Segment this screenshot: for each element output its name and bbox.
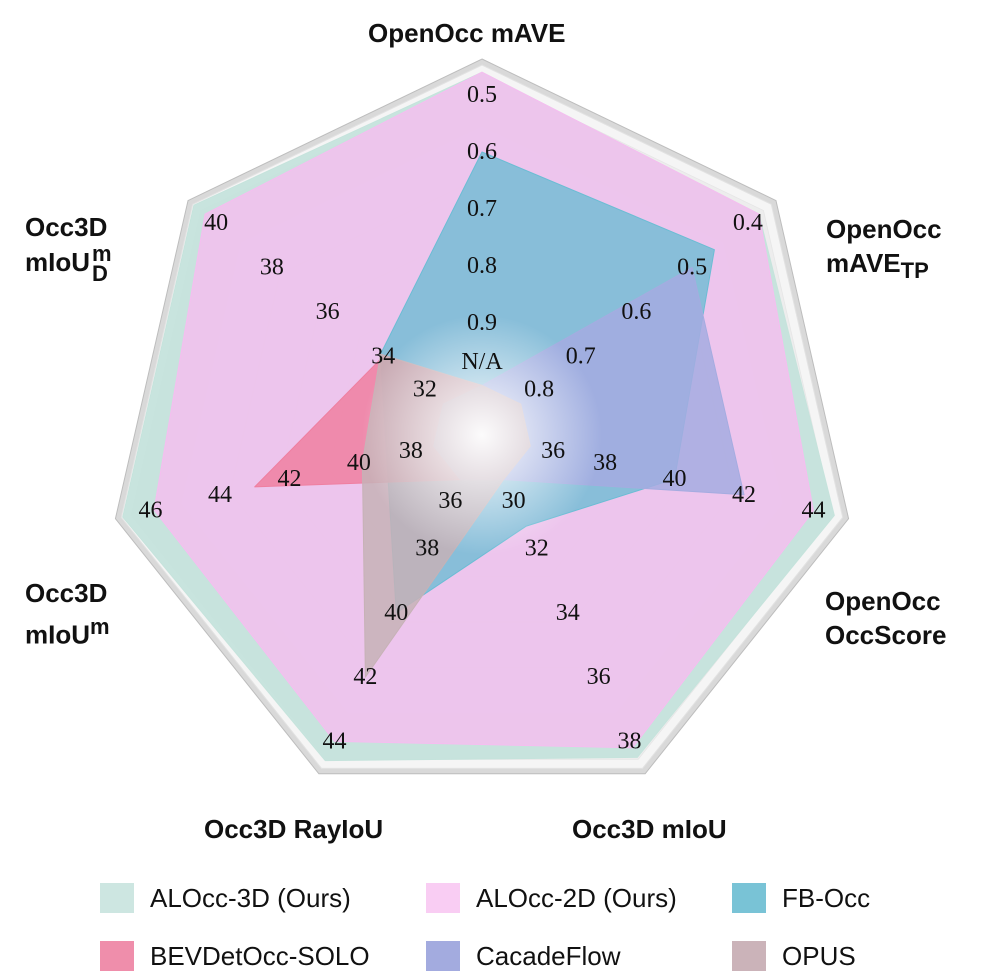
legend-item: FB-Occ bbox=[732, 878, 870, 918]
tick-label: 42 bbox=[277, 466, 301, 492]
tick-label: 34 bbox=[556, 600, 580, 626]
tick-label: 0.5 bbox=[677, 254, 707, 280]
legend-label: ALOcc-3D (Ours) bbox=[150, 882, 351, 913]
center-glow bbox=[362, 315, 602, 555]
axis-title-occ3d-miou-m: Occ3D mIoUm bbox=[25, 578, 110, 650]
tick-label: 38 bbox=[260, 254, 284, 280]
axis-title-occ3d-miou-d-m: Occ3D mIoU m D bbox=[25, 212, 112, 286]
tick-label: 46 bbox=[139, 498, 163, 524]
tick-label: 40 bbox=[384, 600, 408, 626]
axis-title-occ3d-miou: Occ3D mIoU bbox=[572, 814, 727, 844]
tick-label-center: 32 bbox=[413, 376, 437, 402]
tick-label-center: 30 bbox=[502, 488, 526, 514]
tick-label: 0.4 bbox=[733, 210, 763, 236]
legend-item: OPUS bbox=[732, 936, 856, 976]
tick-label-center: N/A bbox=[461, 349, 503, 375]
radar-series bbox=[122, 71, 835, 762]
tick-label: 0.8 bbox=[467, 253, 497, 279]
tick-label: 0.6 bbox=[621, 299, 651, 325]
tick-label: 38 bbox=[415, 536, 439, 562]
legend-swatch bbox=[100, 941, 134, 971]
tick-label-center: 36 bbox=[438, 488, 462, 514]
radar-chart: N/A 0.9 0.8 0.7 0.6 0.5 0.8 0.7 0.6 0.5 0.4 36 38 40 4… bbox=[114, 58, 850, 775]
tick-label: 0.9 bbox=[467, 310, 497, 336]
legend-label: BEVDetOcc-SOLO bbox=[150, 940, 370, 971]
radar-tick-labels: N/A 0.9 0.8 0.7 0.6 0.5 0.8 0.7 0.6 0.5 0.4 36 38 40 4… bbox=[139, 82, 826, 754]
legend-swatch bbox=[732, 941, 766, 971]
legend-swatch bbox=[426, 883, 460, 913]
axis-title-openocc-occscore: OpenOcc OccScore bbox=[825, 586, 947, 650]
tick-label-center: 38 bbox=[399, 438, 423, 464]
legend-item: ALOcc-2D (Ours) bbox=[426, 878, 677, 918]
tick-label: 44 bbox=[322, 728, 346, 754]
tick-label: 36 bbox=[587, 664, 611, 690]
axis-title-openocc-mave: OpenOcc mAVE bbox=[368, 18, 566, 48]
tick-label: 44 bbox=[801, 498, 825, 524]
tick-label: 36 bbox=[316, 299, 340, 325]
tick-label: 40 bbox=[663, 466, 687, 492]
tick-label: 42 bbox=[353, 664, 377, 690]
tick-label: 40 bbox=[347, 450, 371, 476]
legend-swatch bbox=[426, 941, 460, 971]
legend-item: BEVDetOcc-SOLO bbox=[100, 936, 370, 976]
tick-label: 0.7 bbox=[566, 343, 596, 369]
tick-label: 38 bbox=[593, 450, 617, 476]
tick-label: 32 bbox=[525, 536, 549, 562]
legend-label: FB-Occ bbox=[782, 882, 871, 913]
tick-label: 38 bbox=[618, 728, 642, 754]
legend-label: CacadeFlow bbox=[476, 940, 621, 971]
axis-title-occ3d-rayiou: Occ3D RayIoU bbox=[204, 814, 384, 844]
tick-label-center: 0.8 bbox=[524, 376, 554, 402]
legend-item: ALOcc-3D (Ours) bbox=[100, 878, 351, 918]
tick-label: 42 bbox=[732, 482, 756, 508]
tick-label: 0.6 bbox=[467, 139, 497, 165]
axis-title-openocc-mave-tp: OpenOcc mAVETP bbox=[826, 214, 942, 284]
legend-swatch bbox=[732, 883, 766, 913]
legend-label: ALOcc-2D (Ours) bbox=[476, 882, 677, 913]
tick-label: 40 bbox=[204, 210, 228, 236]
tick-label: 34 bbox=[371, 343, 395, 369]
legend-item: CacadeFlow bbox=[426, 936, 621, 976]
tick-label: 44 bbox=[208, 482, 232, 508]
tick-label: 0.5 bbox=[467, 82, 497, 108]
tick-label-center: 36 bbox=[541, 438, 565, 464]
legend-swatch bbox=[100, 883, 134, 913]
tick-label: 0.7 bbox=[467, 196, 497, 222]
legend-label: OPUS bbox=[782, 940, 856, 971]
